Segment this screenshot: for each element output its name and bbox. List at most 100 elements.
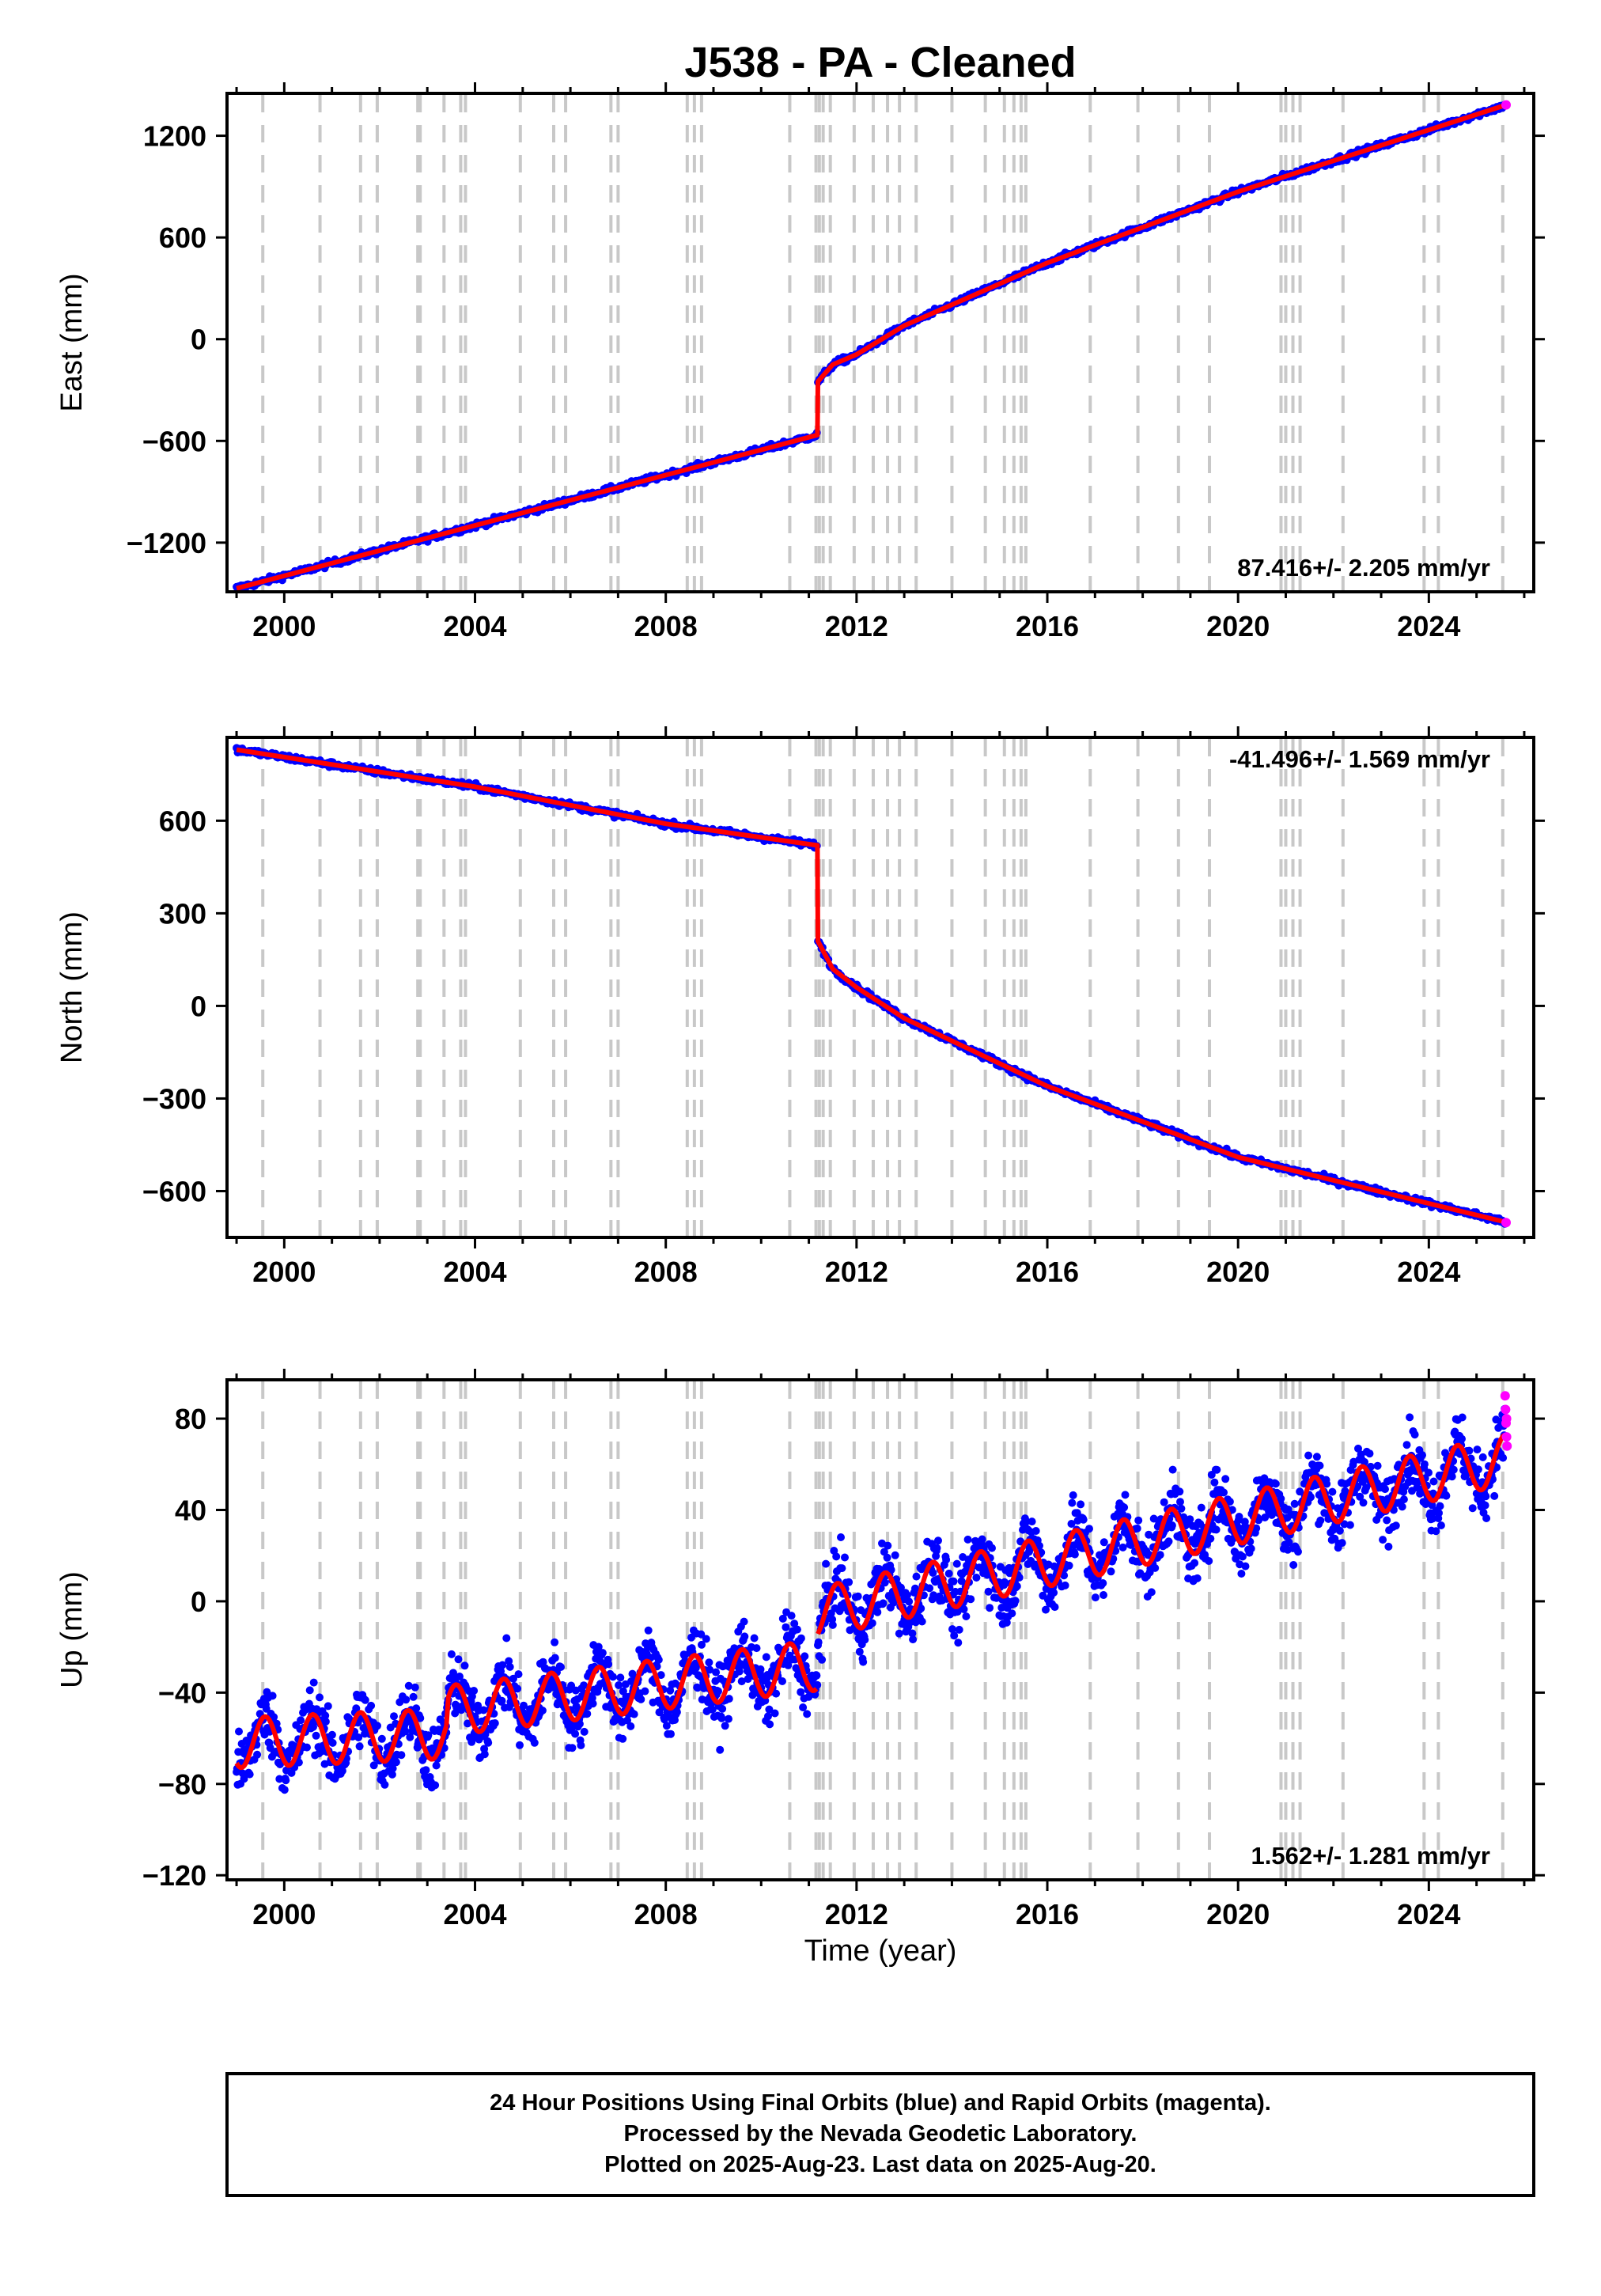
data-point xyxy=(812,1671,821,1680)
data-point xyxy=(1468,1504,1477,1513)
data-point xyxy=(845,1578,853,1586)
data-point xyxy=(1247,1544,1255,1553)
data-point xyxy=(589,1699,597,1708)
data-point xyxy=(1473,1445,1482,1454)
data-point xyxy=(516,1741,524,1749)
data-point xyxy=(235,1727,243,1736)
data-point xyxy=(1448,1472,1456,1481)
data-point xyxy=(630,1710,638,1718)
data-point xyxy=(838,1564,846,1573)
data-point xyxy=(1121,1491,1130,1499)
y-axis-label: North (mm) xyxy=(55,911,89,1063)
data-point xyxy=(551,1638,559,1646)
final-orbit-points xyxy=(233,744,1509,1228)
data-point xyxy=(721,1722,729,1730)
data-point xyxy=(1379,1536,1387,1544)
data-point xyxy=(498,1696,506,1705)
footer-box: 24 Hour Positions Using Final Orbits (bl… xyxy=(225,2072,1535,2197)
rate-label: -41.496+/- 1.569 mm/yr xyxy=(1229,745,1490,773)
x-tick-label: 2012 xyxy=(825,610,888,642)
data-point xyxy=(1238,1552,1247,1561)
data-point xyxy=(1384,1542,1393,1551)
data-point xyxy=(1420,1460,1429,1468)
data-point xyxy=(1077,1500,1085,1509)
data-point xyxy=(766,1720,774,1729)
data-point xyxy=(912,1572,921,1581)
x-tick-label: 2012 xyxy=(825,1256,888,1288)
rate-label: 87.416+/- 2.205 mm/yr xyxy=(1237,554,1490,582)
x-tick-label: 2004 xyxy=(443,1898,506,1930)
plot-frame xyxy=(225,92,1535,593)
data-point xyxy=(1050,1603,1059,1612)
data-point xyxy=(962,1612,971,1620)
data-point xyxy=(954,1639,963,1647)
data-point xyxy=(1290,1499,1299,1508)
data-point xyxy=(1186,1515,1194,1524)
data-point xyxy=(1164,1537,1173,1546)
data-point xyxy=(397,1751,406,1760)
data-point xyxy=(822,1559,831,1568)
data-point xyxy=(1065,1561,1073,1570)
x-tick-label: 2024 xyxy=(1397,1898,1460,1930)
data-point xyxy=(949,1577,958,1586)
data-point xyxy=(717,1714,726,1722)
footer-line-1: 24 Hour Positions Using Final Orbits (bl… xyxy=(490,2090,1271,2116)
data-point xyxy=(1068,1498,1077,1507)
data-point xyxy=(735,1667,744,1676)
event-lines xyxy=(261,95,1504,590)
data-point xyxy=(1458,1413,1467,1422)
data-point xyxy=(909,1635,918,1644)
data-point xyxy=(1383,1516,1391,1525)
data-point xyxy=(978,1535,986,1544)
panel-east: 2000 2004 2008 2012 2016 2020 2024−1200−600060… xyxy=(55,82,1545,642)
data-point xyxy=(268,1692,277,1700)
data-point xyxy=(793,1625,801,1634)
x-tick-label: 2004 xyxy=(443,1256,506,1288)
data-point xyxy=(1099,1579,1107,1587)
rapid-point xyxy=(1501,1432,1512,1442)
data-point xyxy=(1429,1477,1438,1486)
data-point xyxy=(1120,1503,1129,1512)
data-point xyxy=(803,1710,812,1718)
data-point xyxy=(1100,1538,1108,1547)
data-point xyxy=(1221,1475,1230,1483)
y-tick-label: −40 xyxy=(158,1677,206,1709)
data-point xyxy=(361,1695,369,1704)
rapid-orbit-points xyxy=(1501,100,1511,110)
data-point xyxy=(282,1776,290,1785)
data-point xyxy=(514,1670,523,1679)
data-point xyxy=(1190,1559,1199,1567)
rapid-point xyxy=(1502,1441,1512,1451)
data-point xyxy=(1365,1449,1374,1458)
data-point xyxy=(1050,1589,1058,1597)
data-point xyxy=(447,1650,456,1658)
data-point xyxy=(988,1544,996,1552)
data-point xyxy=(762,1653,770,1661)
data-point xyxy=(484,1738,493,1747)
data-point xyxy=(716,1745,725,1754)
data-point xyxy=(1315,1461,1324,1470)
data-point xyxy=(1008,1609,1016,1618)
data-point xyxy=(571,1730,580,1738)
data-point xyxy=(952,1559,961,1568)
data-point xyxy=(714,1687,722,1695)
data-point xyxy=(637,1695,645,1703)
y-tick-label: −80 xyxy=(158,1768,206,1801)
data-point xyxy=(392,1758,400,1767)
data-point xyxy=(422,1766,430,1775)
data-point xyxy=(818,1655,827,1664)
plot-frame xyxy=(225,1378,1535,1881)
data-point xyxy=(1402,1441,1411,1449)
data-point xyxy=(1373,1461,1382,1470)
data-point xyxy=(942,1555,951,1564)
data-point xyxy=(770,1709,779,1718)
x-tick-label: 2000 xyxy=(252,1256,316,1288)
data-point xyxy=(1156,1551,1164,1559)
x-tick-label: 2008 xyxy=(634,610,698,642)
data-point xyxy=(891,1551,899,1559)
data-point xyxy=(619,1734,627,1743)
plot-frame xyxy=(225,736,1535,1239)
rapid-point xyxy=(1500,1391,1510,1401)
data-point xyxy=(1289,1561,1298,1569)
data-point xyxy=(324,1702,332,1711)
